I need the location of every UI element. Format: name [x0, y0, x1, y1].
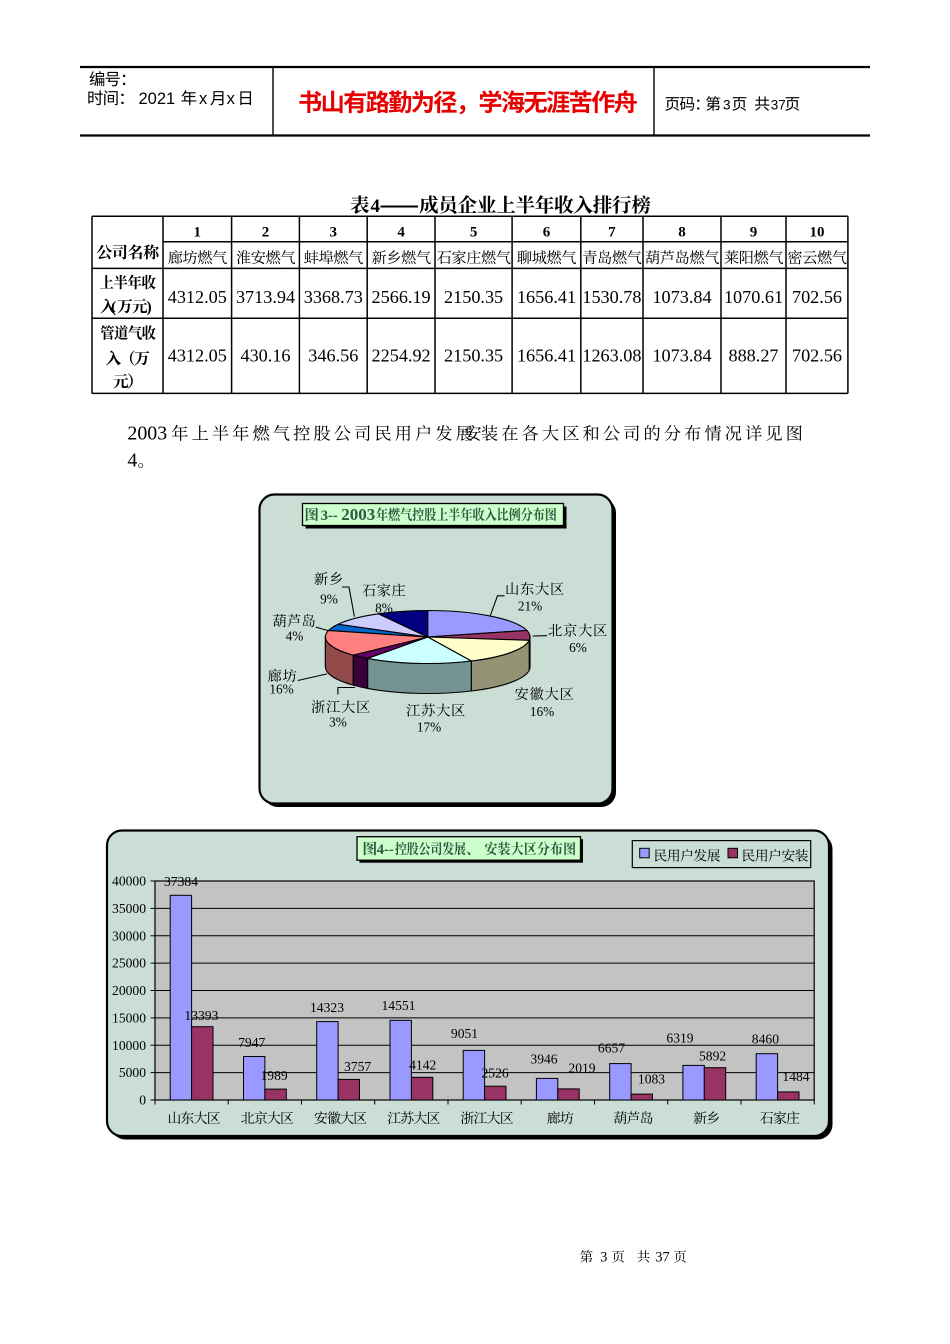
svg-text:16%: 16%	[530, 704, 554, 719]
svg-text:14551: 14551	[382, 998, 416, 1013]
svg-text:4: 4	[397, 225, 405, 241]
svg-text:1070.61: 1070.61	[724, 287, 783, 307]
svg-text:430.16: 430.16	[240, 346, 290, 366]
svg-text:3%: 3%	[329, 715, 347, 730]
svg-text:4: 4	[371, 196, 381, 217]
svg-text:10000: 10000	[112, 1038, 146, 1053]
svg-text:1656.41: 1656.41	[517, 287, 576, 307]
svg-text:4--: 4--	[377, 842, 394, 858]
svg-text:10: 10	[810, 225, 825, 241]
svg-text:4312.05: 4312.05	[168, 346, 227, 366]
svg-text:3368.73: 3368.73	[304, 287, 363, 307]
svg-text:8%: 8%	[375, 601, 393, 616]
svg-text:2003: 2003	[341, 505, 375, 524]
svg-text:0: 0	[139, 1093, 146, 1108]
svg-text:2150.35: 2150.35	[444, 287, 503, 307]
svg-text:2566.19: 2566.19	[372, 287, 431, 307]
svg-text:7947: 7947	[238, 1035, 265, 1050]
svg-text:702.56: 702.56	[792, 287, 842, 307]
svg-text:346.56: 346.56	[308, 346, 358, 366]
svg-text:7: 7	[608, 225, 616, 241]
svg-text:8: 8	[678, 225, 686, 241]
svg-text:9051: 9051	[451, 1026, 478, 1041]
svg-text:1073.84: 1073.84	[652, 346, 711, 366]
svg-text:35000: 35000	[112, 901, 146, 916]
svg-text:9%: 9%	[320, 592, 338, 607]
svg-text:2150.35: 2150.35	[444, 346, 503, 366]
svg-text:): )	[147, 299, 152, 316]
svg-text:2021: 2021	[139, 90, 176, 108]
svg-text:9: 9	[750, 225, 758, 241]
svg-text:3757: 3757	[344, 1059, 371, 1074]
svg-text:20000: 20000	[112, 983, 146, 998]
svg-text:4%: 4%	[286, 629, 304, 644]
svg-text:1263.08: 1263.08	[582, 346, 641, 366]
svg-text:21%: 21%	[518, 599, 542, 614]
svg-text:x: x	[227, 90, 236, 108]
svg-text:1083: 1083	[638, 1072, 665, 1087]
svg-text:1989: 1989	[261, 1068, 288, 1083]
svg-text:5: 5	[470, 225, 478, 241]
svg-text:4142: 4142	[409, 1058, 436, 1073]
svg-text:30000: 30000	[112, 928, 146, 943]
svg-text:702.56: 702.56	[792, 346, 842, 366]
svg-text:x: x	[199, 90, 208, 108]
svg-text:2003: 2003	[127, 423, 167, 445]
svg-text:1656.41: 1656.41	[517, 346, 576, 366]
svg-text:4312.05: 4312.05	[168, 287, 227, 307]
svg-text:37: 37	[655, 1250, 669, 1266]
svg-text:6%: 6%	[569, 640, 587, 655]
svg-text:6319: 6319	[666, 1031, 693, 1046]
svg-text:25000: 25000	[112, 956, 146, 971]
svg-text:1484: 1484	[782, 1069, 809, 1084]
svg-text:6657: 6657	[598, 1041, 625, 1056]
svg-text:2254.92: 2254.92	[372, 346, 431, 366]
svg-text:13393: 13393	[184, 1008, 218, 1023]
svg-text:2019: 2019	[568, 1061, 595, 1076]
svg-text:8460: 8460	[752, 1032, 779, 1047]
svg-text:5892: 5892	[699, 1049, 726, 1064]
svg-text:888.27: 888.27	[728, 346, 778, 366]
svg-text:(: (	[111, 299, 116, 316]
svg-text:37: 37	[771, 98, 786, 113]
svg-text:37384: 37384	[164, 874, 198, 889]
svg-text:3713.94: 3713.94	[236, 287, 295, 307]
svg-text:1073.84: 1073.84	[652, 287, 711, 307]
svg-text:3: 3	[330, 225, 338, 241]
svg-text:2: 2	[262, 225, 270, 241]
svg-text:3: 3	[600, 1250, 607, 1266]
svg-text:14323: 14323	[310, 1000, 344, 1015]
svg-text:16%: 16%	[269, 682, 293, 697]
svg-text:5000: 5000	[119, 1065, 146, 1080]
svg-text:1: 1	[194, 225, 202, 241]
svg-text:3--: 3--	[321, 508, 338, 524]
svg-text:6: 6	[543, 225, 551, 241]
svg-text:2526: 2526	[482, 1066, 509, 1081]
svg-text:1530.78: 1530.78	[582, 287, 641, 307]
svg-text:17%: 17%	[417, 720, 441, 735]
svg-text:3946: 3946	[530, 1052, 557, 1067]
svg-text:40000: 40000	[112, 874, 146, 889]
svg-text:3: 3	[723, 98, 731, 113]
svg-text:15000: 15000	[112, 1011, 146, 1026]
svg-text:4: 4	[127, 450, 137, 472]
